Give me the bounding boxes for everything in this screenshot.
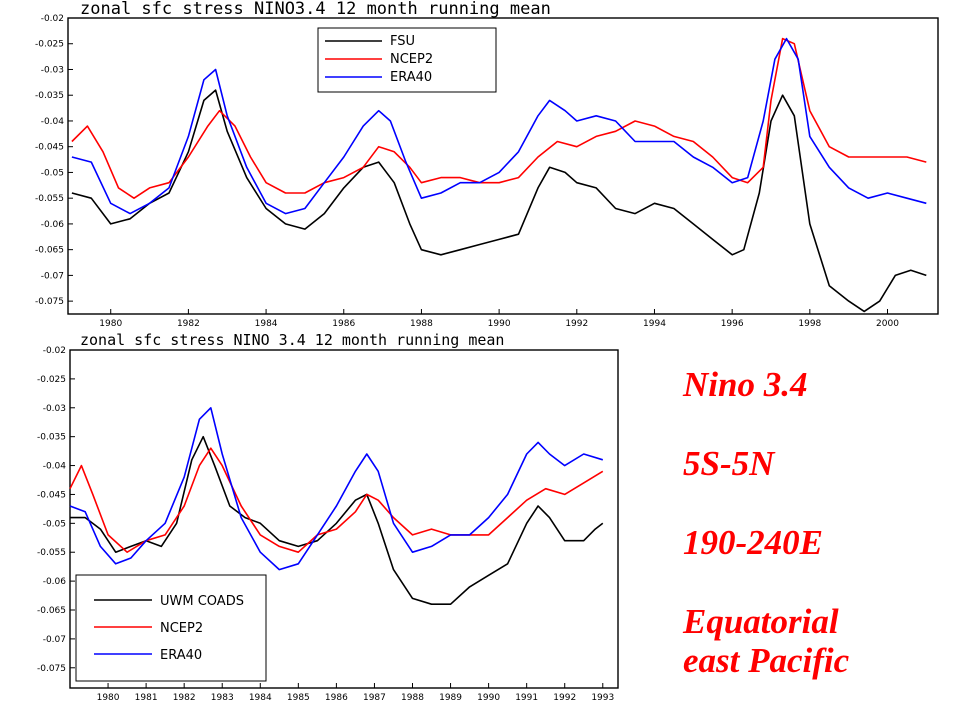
x-tick-label: 1986 [325,693,348,703]
series-line-era40 [69,406,604,571]
region-name-label: Nino 3.4 [683,365,808,404]
y-tick-label: -0.07 [43,635,66,645]
y-tick-label: -0.075 [35,297,64,307]
x-tick-label: 1982 [177,319,200,329]
series-line-fsu [71,89,927,313]
x-tick-label: 1980 [97,693,120,703]
x-tick-label: 1980 [99,319,122,329]
x-tick-label: 1984 [249,693,272,703]
x-tick-label: 1986 [332,319,355,329]
y-tick-label: -0.055 [37,548,66,558]
legend-label-era40-bottom: ERA40 [160,648,202,663]
y-tick-label: -0.06 [43,577,67,587]
series-line-ncep2 [69,447,604,554]
y-tick-label: -0.04 [43,462,67,472]
y-tick-label: -0.03 [41,65,64,75]
y-tick-label: -0.05 [41,168,64,178]
bottom-chart-frame [69,349,619,689]
legend-label-era40: ERA40 [390,70,432,85]
x-tick-label: 1988 [401,693,424,703]
y-tick-label: -0.02 [43,346,66,356]
bottom-chart-axes: -0.02 -0.025 -0.03 -0.035 -0.04 -0.045 -0.05 -0… [37,346,614,703]
bottom-legend-box [75,574,267,682]
x-tick-label: 1996 [721,319,744,329]
y-tick-label: -0.07 [41,271,64,281]
y-tick-label: -0.065 [37,606,66,616]
x-tick-label: 1992 [553,693,576,703]
x-tick-label: 1992 [565,319,588,329]
top-chart: zonal sfc stress NINO3.4 12 month runnin… [35,0,939,329]
x-tick-label: 1982 [173,693,196,703]
top-chart-legend: FSU NCEP2 ERA40 [317,27,497,93]
x-tick-label: 1984 [255,319,278,329]
bottom-chart-series [69,406,604,606]
top-chart-axes: -0.02 -0.025 -0.03 -0.035 -0.04 -0.045 -0.05 -0… [35,14,899,329]
y-tick-label: -0.02 [41,14,64,24]
x-tick-label: 1981 [135,693,158,703]
y-tick-label: -0.035 [35,91,64,101]
y-tick-label: -0.025 [37,375,66,385]
x-tick-label: 1991 [515,693,538,703]
x-tick-label: 1994 [643,319,666,329]
region-desc-line1: Equatorial [683,602,839,641]
top-chart-title: zonal sfc stress NINO3.4 12 month runnin… [80,0,551,19]
y-tick-label: -0.035 [37,433,66,443]
bottom-chart-legend: UWM COADS NCEP2 ERA40 [75,574,267,682]
top-legend-box [317,27,497,93]
y-tick-label: -0.045 [35,143,64,153]
y-tick-label: -0.03 [43,404,66,414]
bottom-chart: zonal sfc stress NINO 3.4 12 month runni… [37,331,619,703]
x-tick-label: 1990 [488,319,511,329]
longitude-band-label: 190-240E [683,523,823,562]
region-desc-line2: east Pacific [683,641,850,680]
x-tick-label: 2000 [876,319,899,329]
y-tick-label: -0.025 [35,40,64,50]
legend-label-fsu: FSU [390,34,415,49]
x-tick-label: 1987 [363,693,386,703]
x-tick-label: 1985 [287,693,310,703]
y-tick-label: -0.06 [41,220,65,230]
y-tick-label: -0.045 [37,490,66,500]
bottom-chart-title: zonal sfc stress NINO 3.4 12 month runni… [80,331,504,349]
x-tick-label: 1983 [211,693,234,703]
y-tick-label: -0.055 [35,194,64,204]
x-tick-label: 1990 [477,693,500,703]
y-tick-label: -0.05 [43,519,66,529]
x-tick-label: 1993 [591,693,614,703]
series-line-era40 [71,37,927,215]
x-tick-label: 1998 [798,319,821,329]
legend-label-ncep2: NCEP2 [390,52,433,67]
y-tick-label: -0.065 [35,246,64,256]
y-tick-label: -0.04 [41,117,65,127]
latitude-band-label: 5S-5N [683,444,775,483]
x-tick-label: 1988 [410,319,433,329]
top-chart-series [71,37,927,313]
series-line-uwm-coads [70,435,604,606]
legend-label-ncep2-bottom: NCEP2 [160,621,203,636]
y-tick-label: -0.075 [37,664,66,674]
top-chart-frame [67,17,939,315]
legend-label-uwm-coads: UWM COADS [160,594,244,609]
x-tick-label: 1989 [439,693,462,703]
